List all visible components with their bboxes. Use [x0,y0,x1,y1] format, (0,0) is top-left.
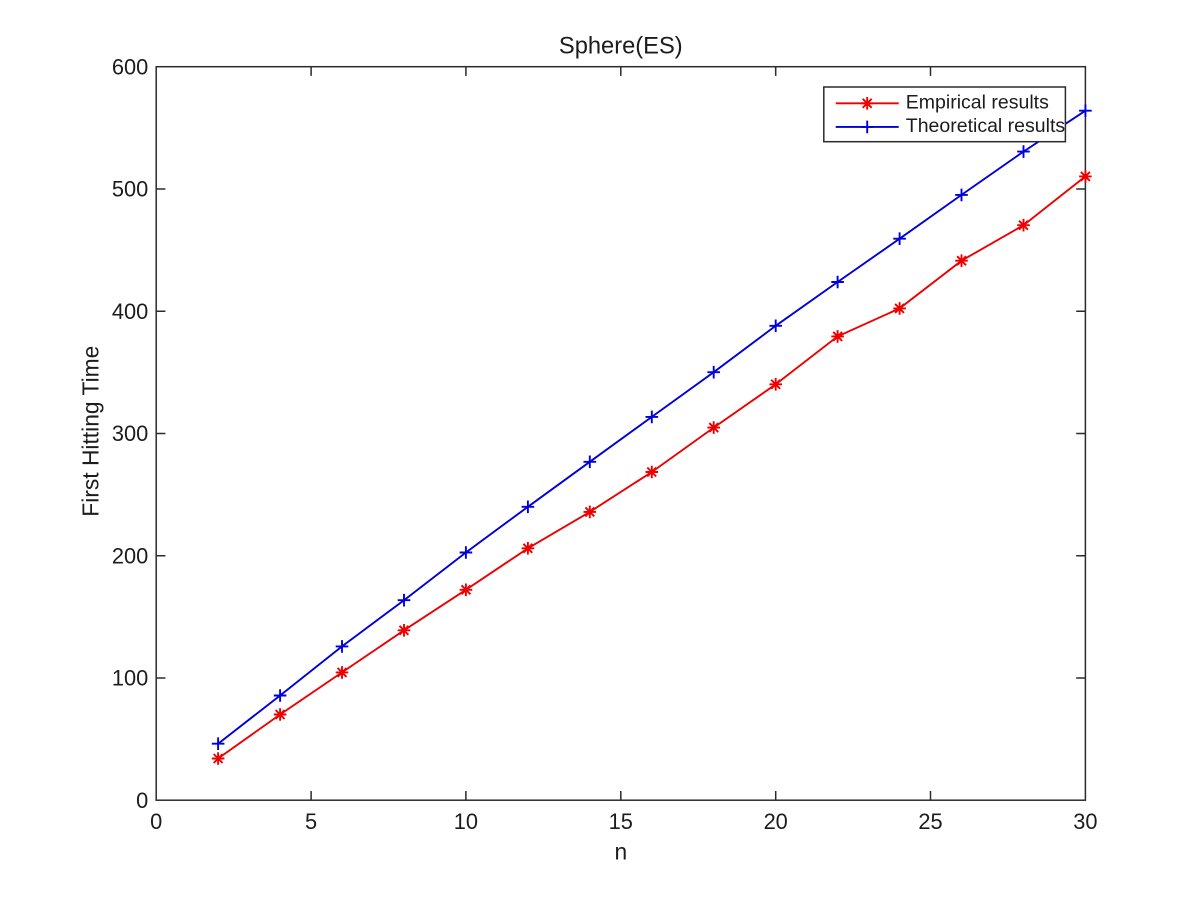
svg-text:0: 0 [150,809,162,834]
svg-text:n: n [614,839,627,865]
svg-text:25: 25 [918,809,942,834]
svg-text:Empirical results: Empirical results [906,92,1049,114]
svg-text:Sphere(ES): Sphere(ES) [559,34,683,60]
svg-text:100: 100 [112,666,148,691]
svg-text:First Hitting Time: First Hitting Time [78,346,104,517]
svg-text:Theoretical results: Theoretical results [906,115,1066,137]
svg-text:600: 600 [112,54,148,79]
svg-text:10: 10 [454,809,478,834]
svg-text:200: 200 [112,543,148,568]
svg-text:5: 5 [305,809,317,834]
svg-text:500: 500 [112,177,148,202]
svg-text:30: 30 [1073,809,1097,834]
svg-text:300: 300 [112,421,148,446]
svg-text:0: 0 [136,788,148,813]
svg-text:15: 15 [609,809,633,834]
svg-text:20: 20 [764,809,788,834]
svg-text:400: 400 [112,299,148,324]
